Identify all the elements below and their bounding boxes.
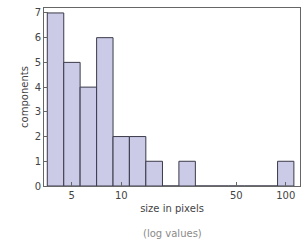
- svg-text:50: 50: [230, 190, 243, 201]
- svg-text:2: 2: [35, 131, 41, 142]
- svg-text:4: 4: [35, 82, 41, 93]
- svg-text:size in pixels: size in pixels: [140, 203, 204, 214]
- svg-text:10: 10: [115, 190, 128, 201]
- svg-text:(log values): (log values): [143, 228, 202, 239]
- svg-text:5: 5: [35, 57, 41, 68]
- svg-text:100: 100: [276, 190, 295, 201]
- svg-text:3: 3: [35, 106, 41, 117]
- svg-text:6: 6: [35, 32, 41, 43]
- svg-text:7: 7: [35, 7, 41, 18]
- svg-text:5: 5: [69, 190, 75, 201]
- svg-text:1: 1: [35, 156, 41, 167]
- svg-text:0: 0: [35, 181, 41, 192]
- svg-text:components: components: [19, 66, 30, 128]
